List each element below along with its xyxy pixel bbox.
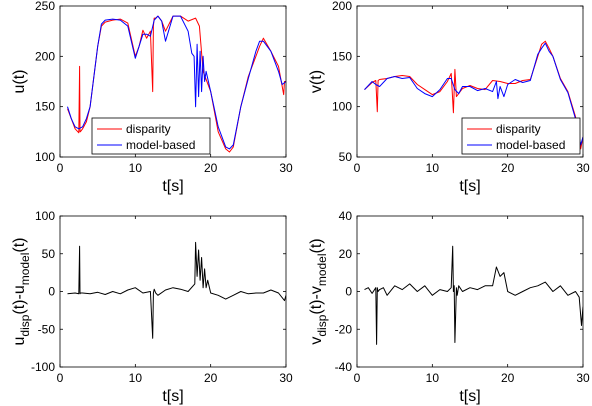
chart-4-y-tick-label: -40 [335, 360, 353, 374]
chart-2-v-plot: 0 10 20 30 50 100 150 200 t[s] v(t) disparity model… [308, 0, 590, 195]
chart-4-y-tick-label: -20 [335, 322, 353, 336]
chart-4-y-tick-label: 40 [339, 209, 353, 223]
chart-3-u-diff-plot: 0 10 20 30 -100 -50 0 50 100 t[s] udisp(t)-umodel(… [11, 209, 293, 405]
chart-2-y-tick-label: 200 [332, 0, 352, 13]
chart-3-x-axis-label: t[s] [162, 388, 183, 405]
chart-1-x-tick-label: 30 [279, 161, 293, 175]
chart-1-series-model-based [67, 15, 286, 150]
chart-2-axes-frame [356, 5, 584, 158]
chart-2-x-tick-label: 0 [354, 161, 361, 175]
chart-4-x-tick-label: 0 [354, 371, 361, 385]
chart-3-series-1 [67, 241, 286, 339]
chart-3-x-tick-label: 10 [129, 371, 143, 385]
chart-4-x-tick-label: 10 [426, 371, 440, 385]
chart-2-x-tick-label: 20 [501, 161, 515, 175]
chart-2-y-tick-label: 50 [339, 150, 353, 164]
chart-2-x-axis-label: t[s] [459, 178, 480, 195]
chart-1-x-tick-label: 0 [57, 161, 64, 175]
chart-4-x-tick-label: 20 [501, 371, 515, 385]
chart-4-v-diff-plot: 0 10 20 30 -40 -20 0 20 40 t[s] vdisp(t)-vmodel(t) [308, 209, 590, 405]
chart-4-y-axis-label: vdisp(t)-vmodel(t) [308, 238, 329, 344]
chart-4-y-tick-label: 0 [345, 285, 352, 299]
chart-3-axes-frame [59, 215, 287, 368]
chart-4-series-1 [364, 245, 583, 345]
chart-4-y-tick-label: 20 [339, 247, 353, 261]
chart-2-legend-box [461, 117, 581, 155]
chart-1-x-tick-label: 10 [129, 161, 143, 175]
chart-1-y-axis-label: u(t) [11, 70, 28, 94]
chart-3-y-tick-label: -100 [31, 360, 55, 374]
chart-2-x-tick-label: 10 [426, 161, 440, 175]
chart-4-x-axis-label: t[s] [459, 388, 480, 405]
chart-3-y-axis-label: udisp(t)-umodel(t) [11, 237, 32, 345]
chart-2-series-model-based [364, 42, 583, 146]
chart-1-legend-label: disparity [126, 122, 171, 136]
chart-1-y-tick-label: 100 [35, 150, 55, 164]
chart-1-y-tick-label: 150 [35, 100, 55, 114]
chart-1-legend: disparity model-based [91, 117, 211, 155]
chart-2-legend: disparity model-based [461, 117, 581, 155]
chart-1-u-plot: 0 10 20 30 100 150 200 250 t[s] u(t) disparity mode… [11, 0, 293, 195]
chart-1-x-tick-label: 20 [204, 161, 218, 175]
chart-3-y-tick-label: 50 [42, 247, 56, 261]
chart-2-legend-label: model-based [496, 138, 565, 152]
chart-2-y-tick-label: 150 [332, 49, 352, 63]
chart-1-x-axis-label: t[s] [162, 178, 183, 195]
chart-1-legend-label: model-based [126, 138, 195, 152]
chart-4-x-tick-label: 30 [576, 371, 590, 385]
chart-2-x-tick-label: 30 [576, 161, 590, 175]
chart-3-y-tick-label: -50 [38, 322, 56, 336]
chart-3-y-tick-label: 100 [35, 209, 55, 223]
chart-4-axes-frame [356, 215, 584, 368]
chart-3-x-tick-label: 30 [279, 371, 293, 385]
chart-2-legend-label: disparity [496, 122, 541, 136]
chart-1-axes-frame [59, 5, 287, 158]
chart-1-legend-box [91, 117, 211, 155]
chart-1-y-tick-label: 200 [35, 49, 55, 63]
chart-3-y-tick-label: 0 [48, 285, 55, 299]
chart-3-x-tick-label: 0 [57, 371, 64, 385]
chart-2-y-tick-label: 100 [332, 100, 352, 114]
chart-3-x-tick-label: 20 [204, 371, 218, 385]
chart-2-y-axis-label: v(t) [308, 70, 325, 93]
chart-1-y-tick-label: 250 [35, 0, 55, 13]
